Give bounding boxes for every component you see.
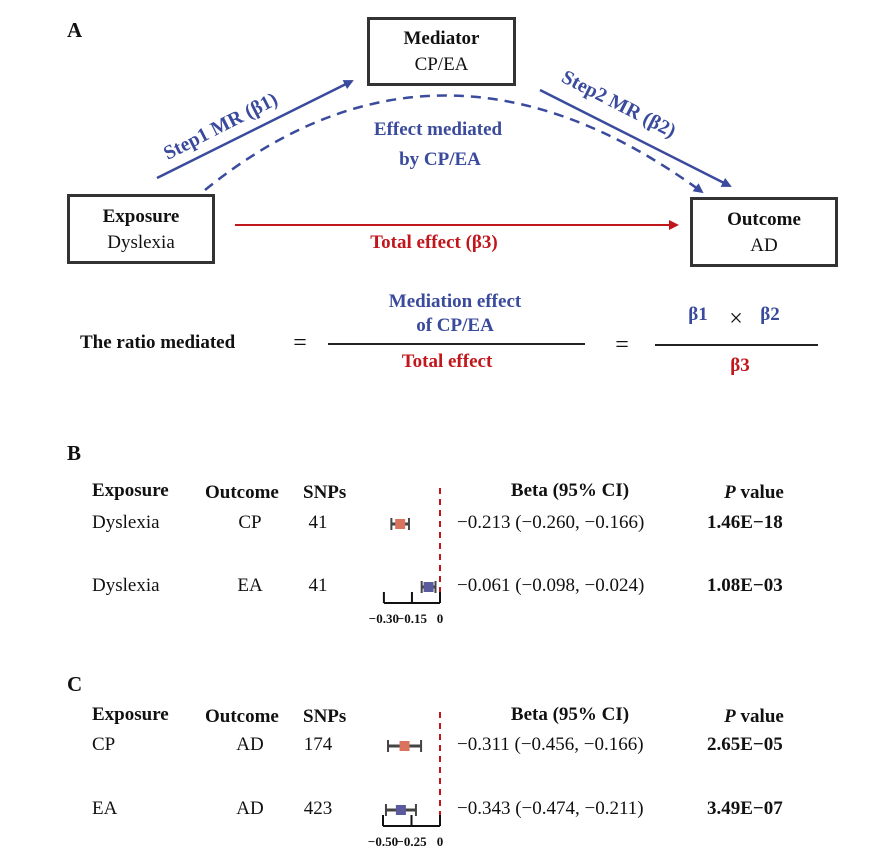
equals-sign-2: = — [615, 332, 629, 358]
forest-row-marker — [420, 581, 437, 593]
row-exposure: EA — [92, 798, 118, 819]
mediated-effect-dashed-arrow — [204, 94, 704, 194]
beta3-label: β3 — [730, 355, 750, 376]
outcome-value: AD — [750, 235, 778, 256]
numerator-line2: of CP/EA — [416, 315, 494, 336]
header-beta-ci: Beta (95% CI) — [510, 704, 630, 725]
beta1-label: β1 — [688, 304, 708, 325]
row-outcome: AD — [236, 798, 264, 819]
x-tick-label: −0.30 — [368, 611, 399, 626]
row-beta-ci: −0.311 (−0.456, −0.166) — [457, 734, 644, 755]
row-p-value: 3.49E−07 — [707, 798, 783, 819]
forest-row-marker — [390, 518, 410, 530]
total-effect-label: Total effect (β3) — [370, 232, 498, 253]
row-outcome: EA — [237, 575, 263, 596]
row-exposure: CP — [92, 734, 116, 755]
exposure-title: Exposure — [102, 206, 180, 227]
exposure-box: Exposure Dyslexia — [67, 194, 215, 264]
header-outcome: Outcome — [205, 482, 279, 503]
mediator-title: Mediator — [403, 28, 480, 49]
x-tick-label: 0 — [436, 611, 444, 626]
header-snps: SNPs — [303, 482, 347, 503]
outcome-box: Outcome AD — [690, 197, 838, 267]
row-outcome: AD — [236, 734, 264, 755]
forest-plot-b — [382, 488, 441, 604]
row-snps: 423 — [303, 798, 333, 819]
header-exposure: Exposure — [92, 480, 169, 501]
step1-arrow — [156, 79, 354, 180]
row-snps: 41 — [308, 575, 328, 596]
x-tick-label: 0 — [436, 834, 444, 849]
row-p-value: 2.65E−05 — [707, 734, 783, 755]
point-estimate — [395, 519, 406, 529]
point-estimate — [395, 805, 406, 815]
header-exposure: Exposure — [92, 704, 169, 725]
forest-row-marker — [387, 740, 423, 752]
header-snps: SNPs — [303, 706, 347, 727]
numerator-line1: Mediation effect — [388, 291, 522, 312]
mediator-value: CP/EA — [414, 54, 469, 75]
point-estimate — [399, 741, 410, 751]
header-p-value: P value — [724, 706, 784, 727]
panel-label-b: B — [67, 441, 82, 465]
mediated-label-line2: by CP/EA — [399, 149, 481, 170]
forest-plot-c — [382, 712, 441, 827]
equals-sign-1: = — [293, 330, 307, 356]
header-outcome: Outcome — [205, 706, 279, 727]
header-beta-ci: Beta (95% CI) — [510, 480, 630, 501]
denominator: Total effect — [401, 351, 493, 372]
row-snps: 41 — [308, 512, 328, 533]
row-exposure: Dyslexia — [92, 512, 160, 533]
outcome-title: Outcome — [727, 209, 801, 230]
row-p-value: 1.46E−18 — [707, 512, 783, 533]
point-estimate — [423, 582, 434, 592]
times-sign: × — [729, 306, 743, 332]
row-p-value: 1.08E−03 — [707, 575, 783, 596]
row-beta-ci: −0.213 (−0.260, −0.166) — [457, 512, 645, 533]
step2-arrow — [539, 88, 732, 188]
row-outcome: CP — [238, 512, 262, 533]
forest-row-marker — [384, 804, 417, 816]
ratio-label: The ratio mediated — [80, 332, 236, 353]
row-snps: 174 — [303, 734, 333, 755]
panel-label-a: A — [67, 18, 83, 42]
mediator-box: Mediator CP/EA — [367, 17, 516, 86]
header-p-value: P value — [724, 482, 784, 503]
x-tick-label: −0.50 — [367, 834, 399, 849]
mediated-label-line1: Effect mediated — [373, 119, 503, 140]
x-tick-label: −0.15 — [396, 611, 428, 626]
row-beta-ci: −0.343 (−0.474, −0.211) — [457, 798, 644, 819]
panel-label-c: C — [67, 672, 83, 696]
exposure-value: Dyslexia — [107, 232, 175, 253]
x-tick-label: −0.25 — [396, 834, 427, 849]
row-beta-ci: −0.061 (−0.098, −0.024) — [457, 575, 645, 596]
row-exposure: Dyslexia — [92, 575, 160, 596]
beta2-label: β2 — [760, 304, 780, 325]
